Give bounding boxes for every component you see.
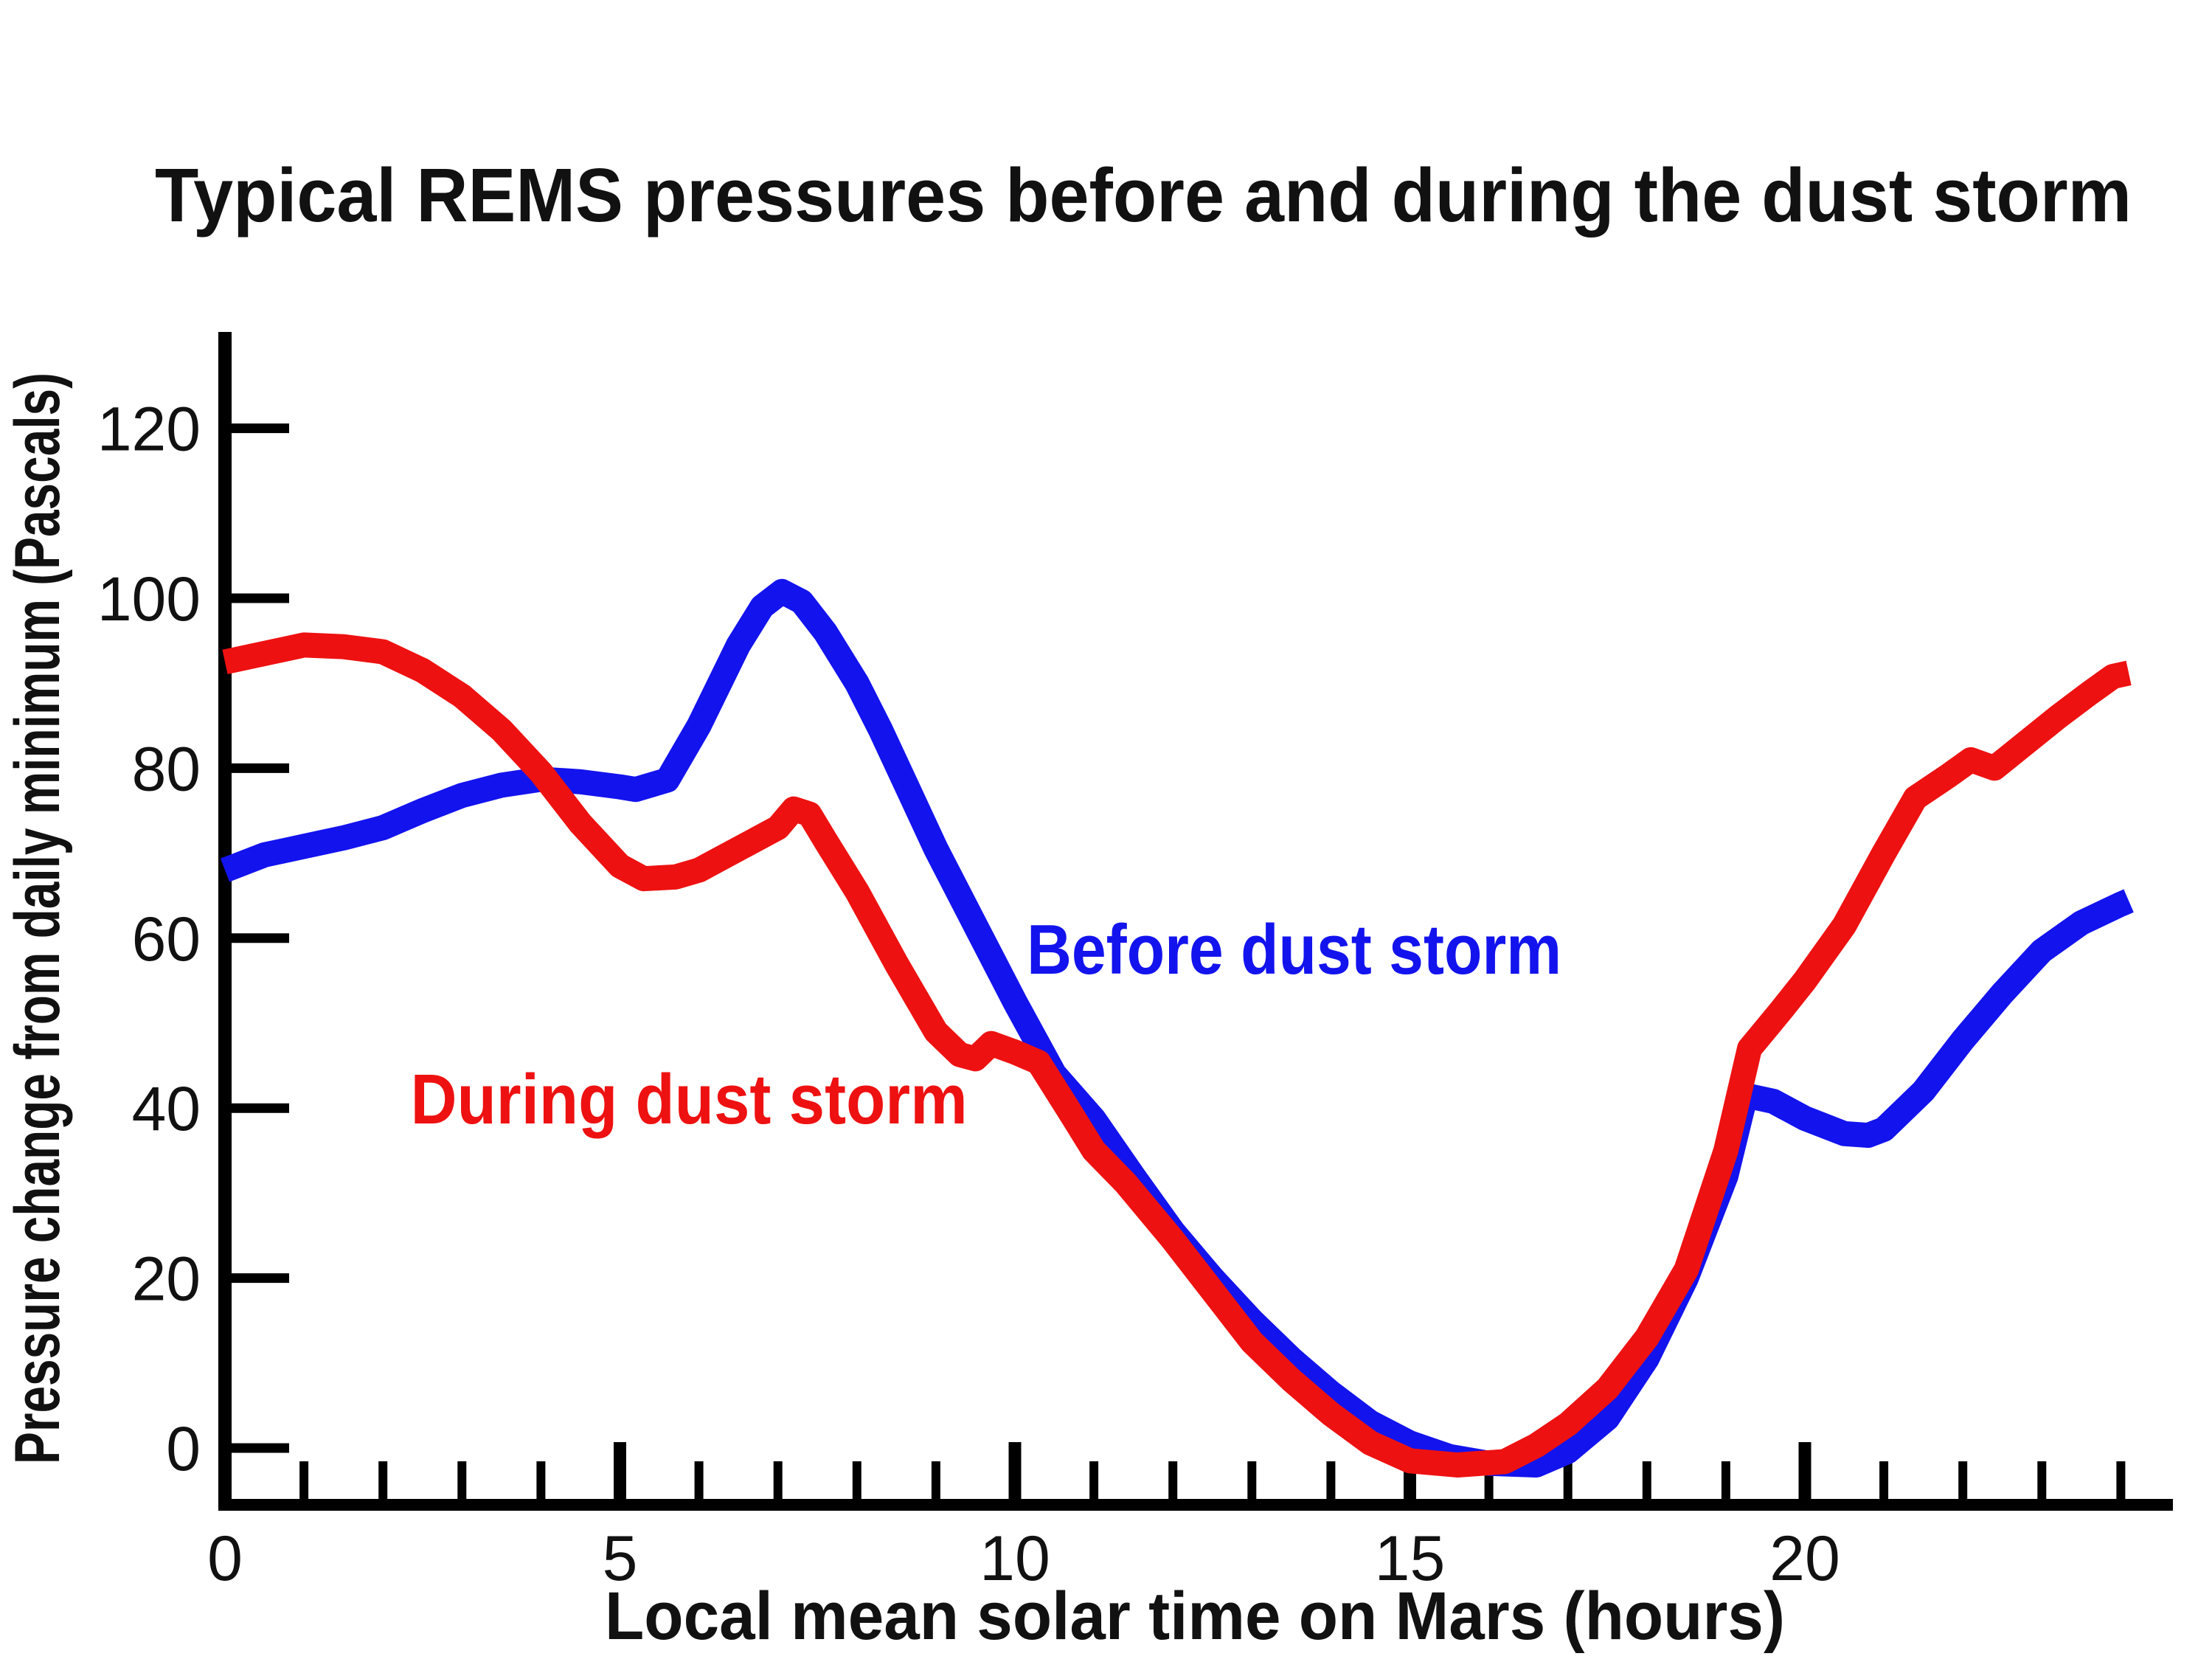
y-axis-tick-labels: 0 20 40 60 80 100 120 [97,395,201,1483]
x-tick-label: 10 [980,1523,1050,1594]
y-axis-ticks [225,423,289,1453]
y-tick-label: 20 [132,1244,201,1314]
series-label-during-dust-storm: During dust storm [411,1060,968,1139]
x-tick-label: 5 [603,1523,638,1594]
series-lines [220,578,2134,1478]
chart-title: Typical REMS pressures before and during… [155,153,2132,238]
y-axis-title: Pressure change from daily minimum (Pasc… [2,373,73,1464]
x-axis-title: Local mean solar time on Mars (hours) [605,1579,1785,1654]
y-axis: 0 20 40 60 80 100 120 Pressure change from dai… [2,332,289,1511]
y-tick-label: 100 [97,564,201,634]
x-axis-ticks [218,1442,2126,1505]
series-line-during-dust-storm [222,632,2132,1478]
y-tick-label: 80 [132,734,201,803]
y-tick-label: 60 [132,904,201,974]
series-inline-labels: Before dust storm During dust storm [411,910,1561,1139]
x-tick-label: 20 [1769,1523,1840,1594]
x-tick-label: 0 [207,1523,243,1594]
series-label-before-dust-storm: Before dust storm [1027,910,1561,989]
y-tick-label: 0 [166,1414,201,1483]
x-axis: 0 5 10 15 20 Local mean solar time on Mars (… [207,1442,2173,1654]
x-axis-tick-labels: 0 5 10 15 20 [207,1523,1840,1594]
y-tick-label: 120 [97,395,201,464]
y-tick-label: 40 [132,1074,201,1143]
x-tick-label: 15 [1375,1523,1446,1594]
